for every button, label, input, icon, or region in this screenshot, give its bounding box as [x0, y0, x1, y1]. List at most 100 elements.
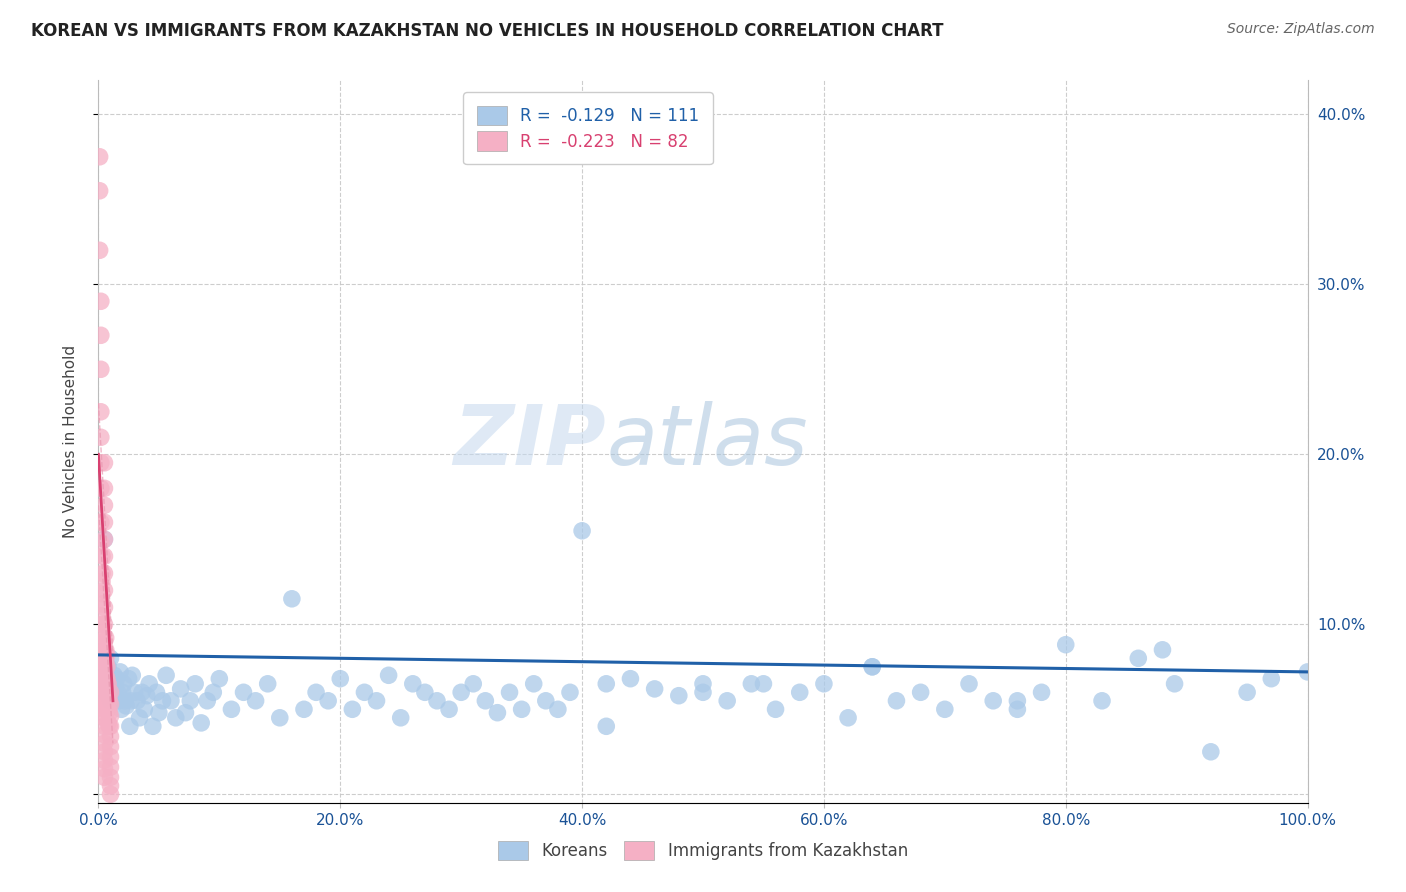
Point [426, 694, 449, 708]
Point [1296, 665, 1319, 679]
Text: ZIP: ZIP [454, 401, 606, 482]
Point [91, 617, 114, 632]
Point [100, 739, 122, 754]
Point [981, 694, 1004, 708]
Point [100, 709, 122, 723]
Point [112, 677, 135, 691]
Text: Source: ZipAtlas.com: Source: ZipAtlas.com [1227, 22, 1375, 37]
Point [124, 685, 146, 699]
Point [93, 692, 115, 706]
Point [108, 665, 131, 679]
Point [100, 787, 122, 801]
Legend: Koreans, Immigrants from Kazakhstan: Koreans, Immigrants from Kazakhstan [492, 834, 914, 867]
Point [90, 481, 112, 495]
Point [595, 677, 617, 691]
Point [716, 694, 738, 708]
Point [100, 779, 122, 793]
Point [96, 672, 118, 686]
Point [97, 660, 120, 674]
Point [93, 566, 115, 581]
Point [152, 694, 174, 708]
Point [100, 697, 122, 711]
Point [752, 677, 775, 691]
Text: atlas: atlas [606, 401, 808, 482]
Point [107, 685, 129, 699]
Point [184, 677, 207, 691]
Point [93, 456, 115, 470]
Point [98, 719, 121, 733]
Point [100, 651, 122, 665]
Point [692, 677, 714, 691]
Point [934, 702, 956, 716]
Point [547, 702, 569, 716]
Point [1007, 702, 1029, 716]
Point [96, 685, 118, 699]
Point [91, 638, 114, 652]
Point [813, 677, 835, 691]
Point [104, 680, 127, 694]
Point [93, 583, 115, 598]
Point [93, 745, 115, 759]
Point [96, 660, 118, 674]
Point [90, 405, 112, 419]
Point [145, 685, 167, 699]
Point [148, 706, 170, 720]
Point [91, 706, 114, 720]
Point [1031, 685, 1053, 699]
Point [101, 685, 124, 699]
Point [91, 648, 114, 662]
Point [98, 706, 121, 720]
Point [195, 694, 218, 708]
Point [118, 672, 141, 686]
Point [97, 689, 120, 703]
Point [1236, 685, 1258, 699]
Point [450, 685, 472, 699]
Point [96, 698, 118, 713]
Point [91, 655, 114, 669]
Point [281, 591, 304, 606]
Point [463, 677, 485, 691]
Point [316, 694, 339, 708]
Point [232, 685, 254, 699]
Point [128, 711, 150, 725]
Point [93, 549, 115, 564]
Point [91, 665, 114, 679]
Point [134, 702, 156, 716]
Point [91, 672, 114, 686]
Point [93, 481, 115, 495]
Point [100, 770, 122, 784]
Point [90, 535, 112, 549]
Point [100, 694, 122, 708]
Point [93, 533, 115, 547]
Point [91, 689, 114, 703]
Point [98, 689, 121, 703]
Point [115, 698, 138, 713]
Point [1260, 672, 1282, 686]
Point [93, 770, 115, 784]
Point [89, 150, 111, 164]
Point [100, 760, 122, 774]
Point [100, 730, 122, 744]
Point [93, 533, 115, 547]
Point [93, 753, 115, 767]
Point [910, 685, 932, 699]
Point [93, 719, 115, 733]
Point [93, 634, 115, 648]
Point [93, 600, 115, 615]
Point [94, 631, 117, 645]
Point [789, 685, 811, 699]
Point [96, 648, 118, 662]
Point [474, 694, 496, 708]
Point [118, 719, 141, 733]
Point [121, 668, 143, 682]
Point [174, 706, 197, 720]
Point [366, 694, 388, 708]
Point [91, 697, 114, 711]
Point [208, 672, 231, 686]
Point [127, 694, 149, 708]
Point [342, 702, 364, 716]
Point [1091, 694, 1114, 708]
Point [179, 694, 201, 708]
Point [619, 672, 641, 686]
Point [93, 498, 115, 512]
